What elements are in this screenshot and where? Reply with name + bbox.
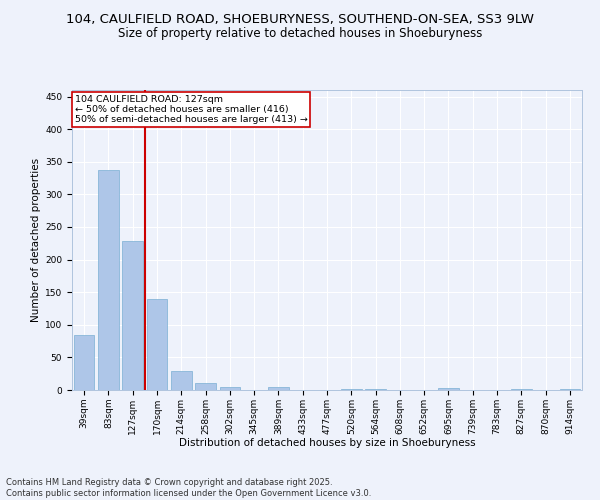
Bar [98, 170, 119, 390]
Text: 104, CAULFIELD ROAD, SHOEBURYNESS, SOUTHEND-ON-SEA, SS3 9LW: 104, CAULFIELD ROAD, SHOEBURYNESS, SOUTH… [66, 12, 534, 26]
Bar [74, 335, 94, 390]
Bar [268, 388, 289, 390]
Y-axis label: Number of detached properties: Number of detached properties [31, 158, 41, 322]
X-axis label: Distribution of detached houses by size in Shoeburyness: Distribution of detached houses by size … [179, 438, 475, 448]
Bar [171, 371, 191, 390]
Text: Size of property relative to detached houses in Shoeburyness: Size of property relative to detached ho… [118, 28, 482, 40]
Bar [438, 388, 459, 390]
Bar [146, 298, 167, 390]
Text: 104 CAULFIELD ROAD: 127sqm
← 50% of detached houses are smaller (416)
50% of sem: 104 CAULFIELD ROAD: 127sqm ← 50% of deta… [74, 94, 307, 124]
Bar [122, 240, 143, 390]
Text: Contains HM Land Registry data © Crown copyright and database right 2025.
Contai: Contains HM Land Registry data © Crown c… [6, 478, 371, 498]
Bar [220, 388, 240, 390]
Bar [195, 384, 216, 390]
Bar [560, 388, 580, 390]
